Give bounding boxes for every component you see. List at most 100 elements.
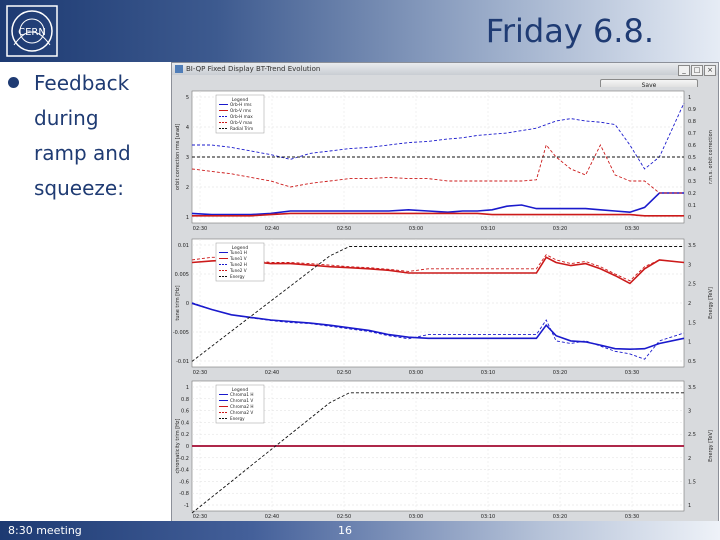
y2-tick-label: 1 bbox=[688, 340, 691, 346]
y-axis-label: orbit correction rms [urad] bbox=[175, 124, 181, 190]
legend-entry: Orb-V max bbox=[230, 120, 253, 125]
cern-logo: CERN bbox=[6, 5, 58, 57]
bullet-line-3: ramp and bbox=[34, 141, 131, 165]
y-axis-label: chromaticity trim [Hz] bbox=[175, 418, 181, 473]
window-titlebar: BI-QP Fixed Display BT-Trend Evolution _… bbox=[172, 63, 718, 76]
y-tick-label: -0.005 bbox=[173, 330, 189, 336]
series-line bbox=[191, 246, 684, 362]
minimize-icon[interactable]: _ bbox=[678, 65, 690, 76]
y2-tick-label: 0.9 bbox=[688, 107, 696, 113]
window-controls: _ □ × bbox=[677, 64, 716, 76]
y-tick-label: 4 bbox=[186, 125, 189, 131]
y-tick-label: 0 bbox=[186, 301, 189, 307]
x-tick-label: 03:20 bbox=[553, 226, 567, 232]
x-tick-label: 02:30 bbox=[193, 514, 207, 520]
x-tick-label: 03:10 bbox=[481, 514, 495, 520]
x-tick-label: 03:30 bbox=[625, 514, 639, 520]
legend-entry: Chroma1 H bbox=[230, 392, 254, 397]
y2-tick-label: 0.4 bbox=[688, 167, 696, 173]
x-tick-label: 03:00 bbox=[409, 370, 423, 376]
y-tick-label: 3 bbox=[186, 155, 189, 161]
legend-entry: Orb-H rms bbox=[230, 102, 252, 107]
x-tick-label: 03:20 bbox=[553, 370, 567, 376]
app-icon bbox=[175, 65, 183, 73]
legend-entry: Chroma2 V bbox=[230, 410, 253, 415]
x-tick-label: 02:50 bbox=[337, 226, 351, 232]
y-tick-label: -0.4 bbox=[179, 468, 189, 474]
y-tick-label: 0.2 bbox=[181, 432, 189, 438]
legend-title: Legend bbox=[232, 245, 249, 251]
page-number: 16 bbox=[338, 524, 352, 537]
y2-tick-label: 2.5 bbox=[688, 432, 696, 438]
x-tick-label: 02:30 bbox=[193, 226, 207, 232]
legend-entry: Tune1 H bbox=[229, 250, 247, 255]
y2-axis-label: Energy [TeV] bbox=[708, 430, 714, 462]
y2-tick-label: 0.3 bbox=[688, 179, 696, 185]
y-tick-label: -0.2 bbox=[179, 456, 189, 462]
x-tick-label: 02:40 bbox=[265, 370, 279, 376]
y2-tick-label: 2 bbox=[688, 301, 691, 307]
bullet-icon bbox=[8, 77, 19, 88]
maximize-icon[interactable]: □ bbox=[691, 65, 703, 76]
y-tick-label: 1 bbox=[186, 215, 189, 221]
series-line bbox=[191, 143, 684, 194]
series-line bbox=[191, 302, 685, 351]
legend-entry: Orb-V rms bbox=[230, 108, 251, 113]
x-tick-label: 02:30 bbox=[193, 370, 207, 376]
y2-tick-label: 0.7 bbox=[688, 131, 696, 137]
y-tick-label: 0 bbox=[186, 444, 189, 450]
slide-footer: 8:30 meeting 16 bbox=[0, 521, 720, 540]
x-tick-label: 02:50 bbox=[337, 514, 351, 520]
y-tick-label: 0.01 bbox=[178, 243, 189, 249]
y2-tick-label: 2 bbox=[688, 456, 691, 462]
series-line bbox=[192, 102, 685, 170]
y-tick-label: -1 bbox=[184, 503, 189, 509]
legend-box bbox=[215, 242, 265, 282]
legend-box bbox=[215, 94, 265, 134]
y2-tick-label: 1 bbox=[688, 95, 691, 101]
y-tick-label: 5 bbox=[186, 95, 189, 101]
x-tick-label: 03:00 bbox=[409, 226, 423, 232]
y-tick-label: 0.005 bbox=[175, 272, 189, 278]
y2-tick-label: 1.5 bbox=[688, 320, 696, 326]
series-line bbox=[192, 212, 684, 217]
legend-title: Legend bbox=[232, 97, 249, 103]
x-tick-label: 03:20 bbox=[553, 514, 567, 520]
y2-tick-label: 2.5 bbox=[688, 282, 696, 288]
bullet-line-4: squeeze: bbox=[34, 176, 124, 200]
y2-tick-label: 0.2 bbox=[688, 191, 696, 197]
y2-tick-label: 1.5 bbox=[688, 479, 696, 485]
y2-tick-label: 0.6 bbox=[688, 143, 696, 149]
y-tick-label: -0.8 bbox=[179, 491, 189, 497]
y2-axis-label: r.m.s. orbit correction bbox=[708, 130, 714, 184]
y2-tick-label: 0.5 bbox=[688, 359, 696, 365]
y2-tick-label: 0.5 bbox=[688, 155, 696, 161]
series-line bbox=[191, 254, 685, 282]
y-tick-label: -0.01 bbox=[176, 359, 189, 365]
y-axis-label: tune trim [Hz] bbox=[175, 285, 181, 320]
x-tick-label: 02:40 bbox=[265, 226, 279, 232]
x-tick-label: 03:10 bbox=[481, 226, 495, 232]
y-tick-label: 0.6 bbox=[181, 409, 189, 415]
y-tick-label: 0.8 bbox=[181, 397, 189, 403]
y2-tick-label: 1 bbox=[688, 503, 691, 509]
window-title: BI-QP Fixed Display BT-Trend Evolution bbox=[186, 65, 321, 73]
legend-title: Legend bbox=[232, 387, 249, 393]
series-line bbox=[191, 302, 685, 360]
y2-tick-label: 0 bbox=[688, 215, 691, 221]
slide-title: Friday 6.8. bbox=[485, 12, 654, 50]
x-tick-label: 03:10 bbox=[481, 370, 495, 376]
y2-tick-label: 0.8 bbox=[688, 119, 696, 125]
legend-entry: Chroma1 V bbox=[230, 398, 253, 403]
x-tick-label: 03:30 bbox=[625, 370, 639, 376]
series-line bbox=[191, 392, 684, 514]
x-tick-label: 03:30 bbox=[625, 226, 639, 232]
legend-entry: Tune2 V bbox=[229, 268, 247, 273]
trend-display-window: BI-QP Fixed Display BT-Trend Evolution _… bbox=[171, 62, 719, 524]
y2-axis-label: Energy [TeV] bbox=[708, 287, 714, 319]
footer-meeting-label: 8:30 meeting bbox=[8, 524, 82, 537]
close-icon[interactable]: × bbox=[704, 65, 716, 76]
y2-tick-label: 3 bbox=[688, 262, 691, 268]
y2-tick-label: 3.5 bbox=[688, 243, 696, 249]
legend-entry: Radial Trim bbox=[230, 126, 253, 131]
